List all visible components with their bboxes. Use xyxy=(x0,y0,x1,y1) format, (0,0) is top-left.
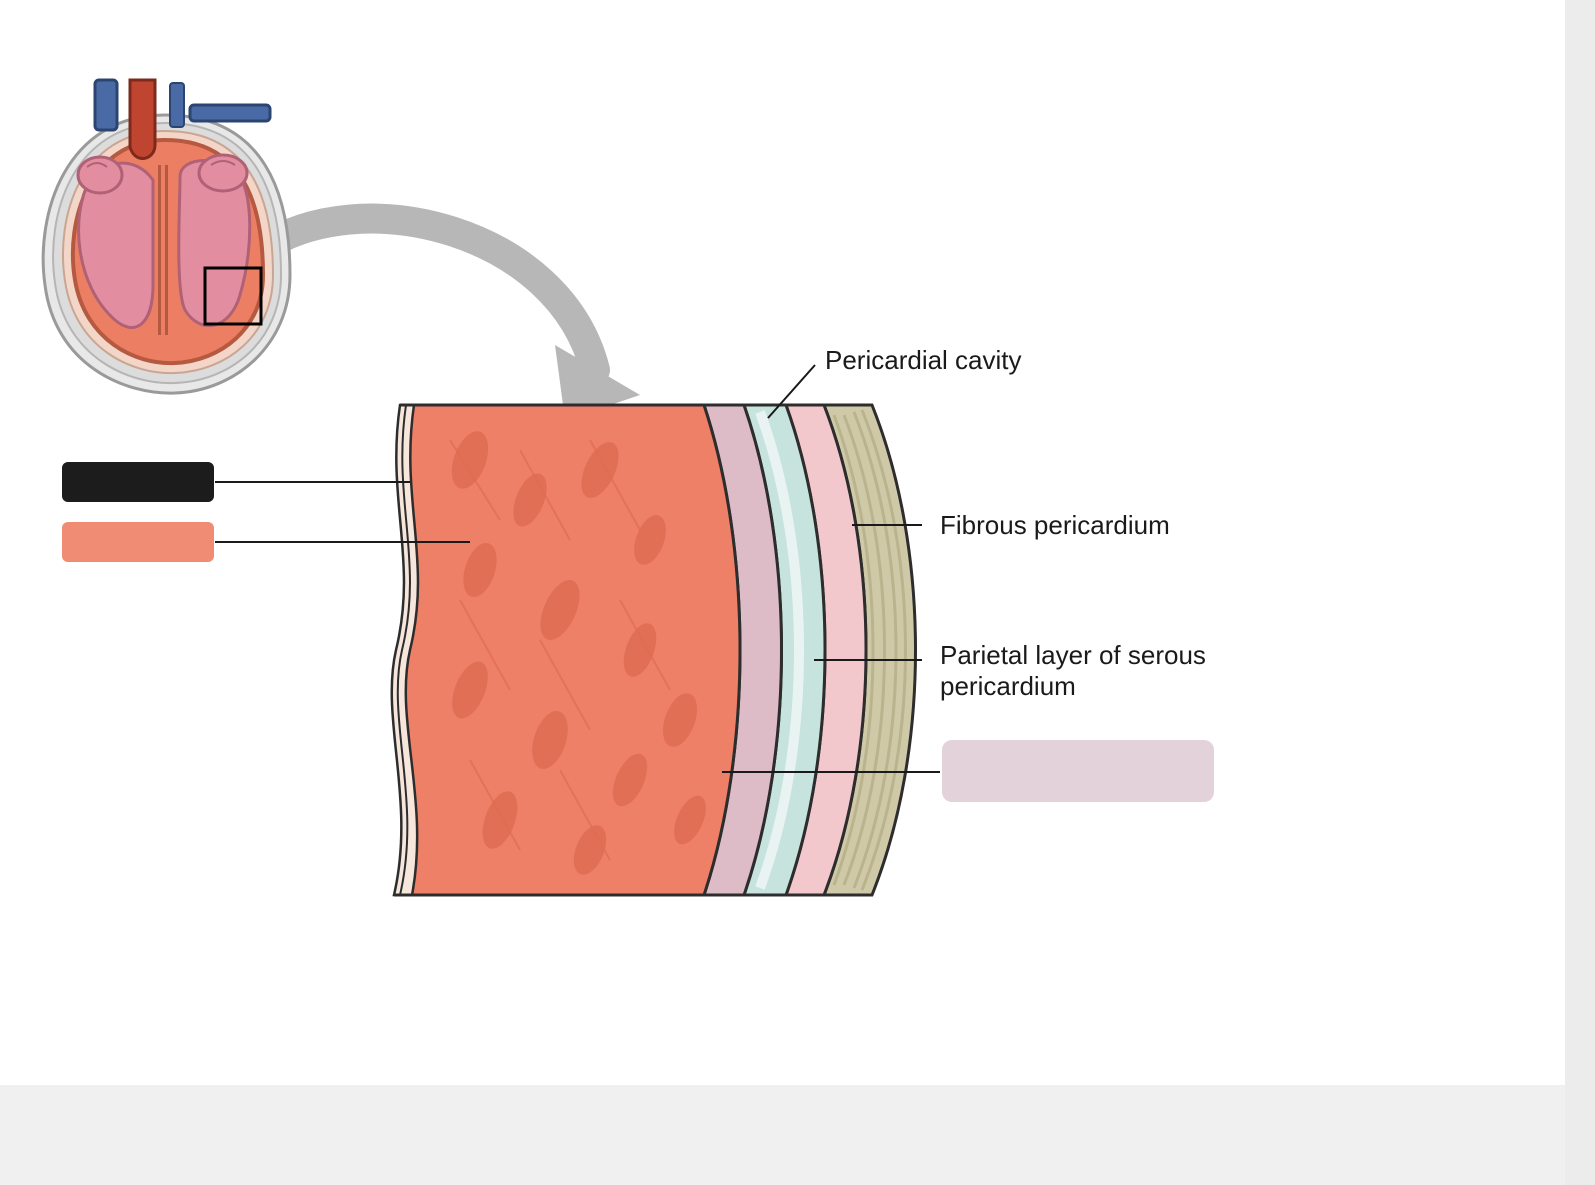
blank-visceral-serous[interactable] xyxy=(942,740,1214,802)
blank-endocardium[interactable] xyxy=(62,462,214,502)
blank-myocardium[interactable] xyxy=(62,522,214,562)
label-fibrous-pericardium: Fibrous pericardium xyxy=(940,510,1170,541)
heart-illustration xyxy=(43,80,290,393)
diagram-stage: Pericardial cavity Fibrous pericardium P… xyxy=(0,0,1595,1185)
label-parietal-serous: Parietal layer of serous pericardium xyxy=(940,640,1206,702)
cross-section xyxy=(392,405,916,895)
zoom-arrow xyxy=(260,219,640,420)
label-pericardial-cavity: Pericardial cavity xyxy=(825,345,1022,376)
heart-inset-svg xyxy=(0,0,1595,1185)
